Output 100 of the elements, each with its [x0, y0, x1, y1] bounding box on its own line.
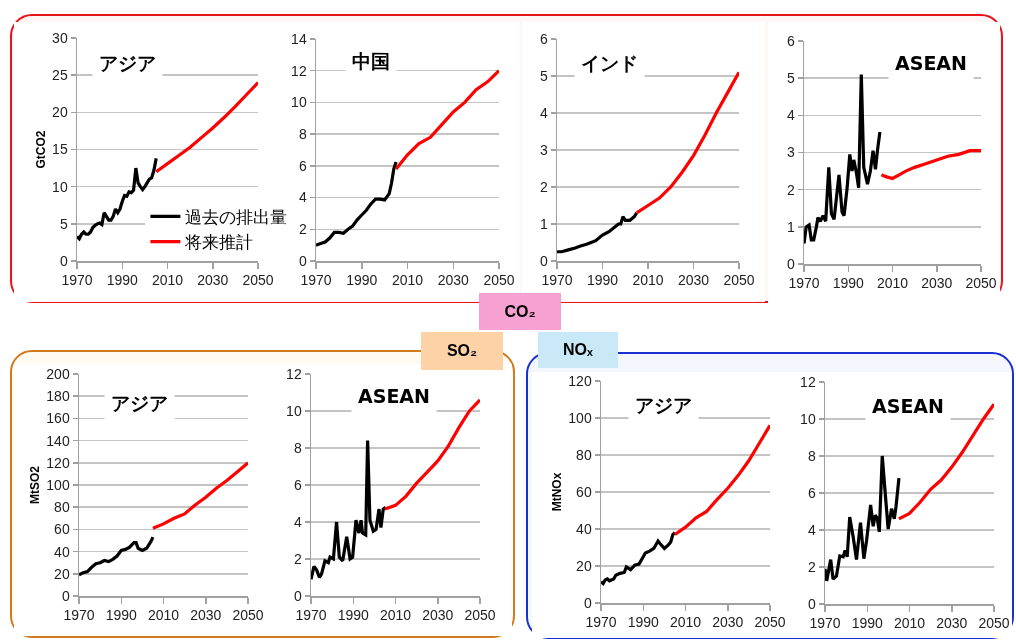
- y-tick-label: 80: [54, 499, 70, 516]
- y-tick-label: 10: [52, 178, 68, 195]
- line-series: [77, 156, 158, 241]
- y-tick-label: 3: [786, 144, 795, 161]
- y-tick-label: 60: [54, 521, 70, 538]
- x-tick-label: 1990: [627, 614, 660, 631]
- x-tick-label: 1990: [832, 275, 865, 292]
- y-tick-label: 40: [54, 543, 70, 560]
- y-tick-label: 5: [786, 70, 795, 87]
- line-series: [394, 69, 499, 171]
- x-tick-label: 2050: [965, 275, 997, 292]
- line-series: [79, 535, 155, 577]
- x-tick-label: 2030: [437, 272, 470, 289]
- y-tick-label: 0: [539, 252, 548, 269]
- line-series: [311, 439, 388, 581]
- x-tick-label: 2050: [232, 607, 264, 624]
- y-tick-label: 12: [286, 365, 302, 382]
- text: ASEAN: [895, 52, 967, 74]
- legend-label: 将来推計: [184, 232, 254, 253]
- text: NOₓ: [538, 332, 618, 368]
- y-tick-label: 100: [46, 476, 70, 493]
- x-tick-label: 2010: [391, 272, 424, 289]
- y-tick-label: 6: [298, 157, 307, 174]
- y-tick-label: 0: [298, 252, 307, 269]
- y-tick-label: 8: [293, 439, 302, 456]
- y-tick-label: 3: [539, 141, 548, 158]
- text: インド: [581, 52, 638, 74]
- y-tick-label: 4: [786, 107, 795, 124]
- y-tick-label: 120: [568, 372, 592, 389]
- text: アジア: [99, 52, 156, 74]
- x-tick-label: 1990: [851, 615, 884, 632]
- y-tick-label: 60: [576, 483, 592, 500]
- y-tick-label: 25: [52, 67, 68, 84]
- y-tick-label: 14: [291, 30, 307, 47]
- y-tick-label: 200: [46, 365, 70, 382]
- x-tick-label: 1970: [541, 272, 573, 289]
- x-tick-label: 2050: [242, 272, 274, 289]
- text: CO₂: [479, 293, 561, 330]
- y-tick-label: 5: [59, 215, 68, 232]
- x-tick-label: 2050: [483, 272, 515, 289]
- line-series: [316, 160, 398, 247]
- y-tick-label: 0: [786, 255, 795, 272]
- x-tick-label: 2030: [677, 272, 710, 289]
- x-tick-label: 2010: [147, 607, 180, 624]
- y-tick-label: 4: [807, 521, 816, 538]
- y-tick-label: 1: [786, 218, 795, 235]
- x-tick-label: 2030: [197, 272, 229, 289]
- y-axis-title: GtCO2: [33, 130, 48, 169]
- y-tick-label: 20: [54, 565, 70, 582]
- x-tick-label: 2030: [190, 607, 222, 624]
- line-series: [673, 423, 770, 537]
- y-tick-label: 1: [539, 215, 548, 232]
- x-tick-label: 1970: [63, 607, 95, 624]
- x-tick-label: 2010: [669, 614, 702, 631]
- y-tick-label: 40: [576, 520, 592, 537]
- x-tick-label: 1970: [295, 607, 327, 624]
- x-tick-label: 1970: [585, 614, 617, 631]
- line-series: [154, 81, 258, 174]
- text: アジア: [635, 394, 692, 416]
- x-tick-label: 1970: [61, 272, 93, 289]
- y-tick-label: 30: [52, 29, 68, 46]
- y-tick-label: 100: [568, 409, 592, 426]
- x-tick-label: 2050: [723, 272, 755, 289]
- y-tick-label: 0: [59, 252, 68, 269]
- y-tick-label: 6: [539, 30, 548, 47]
- y-tick-label: 160: [46, 410, 70, 427]
- y-tick-label: 10: [800, 410, 816, 427]
- line-series: [601, 531, 677, 586]
- x-tick-label: 1990: [105, 607, 138, 624]
- line-series: [635, 70, 739, 215]
- y-tick-label: 12: [291, 62, 307, 79]
- line-series: [557, 211, 639, 254]
- y-tick-label: 4: [293, 513, 302, 530]
- y-tick-label: 12: [800, 373, 816, 390]
- x-tick-label: 2010: [876, 275, 909, 292]
- y-tick-label: 0: [61, 587, 70, 604]
- y-tick-label: 2: [293, 550, 302, 567]
- y-tick-label: 2: [786, 181, 795, 198]
- y-tick-label: 2: [298, 221, 307, 238]
- x-tick-label: 1990: [346, 272, 378, 289]
- y-tick-label: 2: [807, 558, 816, 575]
- x-tick-label: 2010: [893, 615, 926, 632]
- line-series: [825, 454, 901, 583]
- y-tick-label: 4: [539, 104, 548, 121]
- x-tick-label: 2030: [712, 614, 744, 631]
- x-tick-label: 1990: [106, 272, 139, 289]
- y-tick-label: 0: [293, 587, 302, 604]
- x-tick-label: 2010: [151, 272, 184, 289]
- y-tick-label: 140: [46, 432, 70, 449]
- y-tick-label: 8: [807, 447, 816, 464]
- x-tick-label: 1970: [788, 275, 820, 292]
- x-tick-label: 2050: [464, 607, 496, 624]
- y-tick-label: 15: [52, 141, 68, 158]
- line-series: [804, 72, 882, 246]
- y-tick-label: 120: [46, 454, 70, 471]
- x-tick-label: 2030: [921, 275, 953, 292]
- text: アジア: [111, 392, 168, 414]
- y-tick-label: 4: [298, 189, 307, 206]
- y-tick-label: 6: [786, 32, 795, 49]
- y-tick-label: 10: [286, 402, 302, 419]
